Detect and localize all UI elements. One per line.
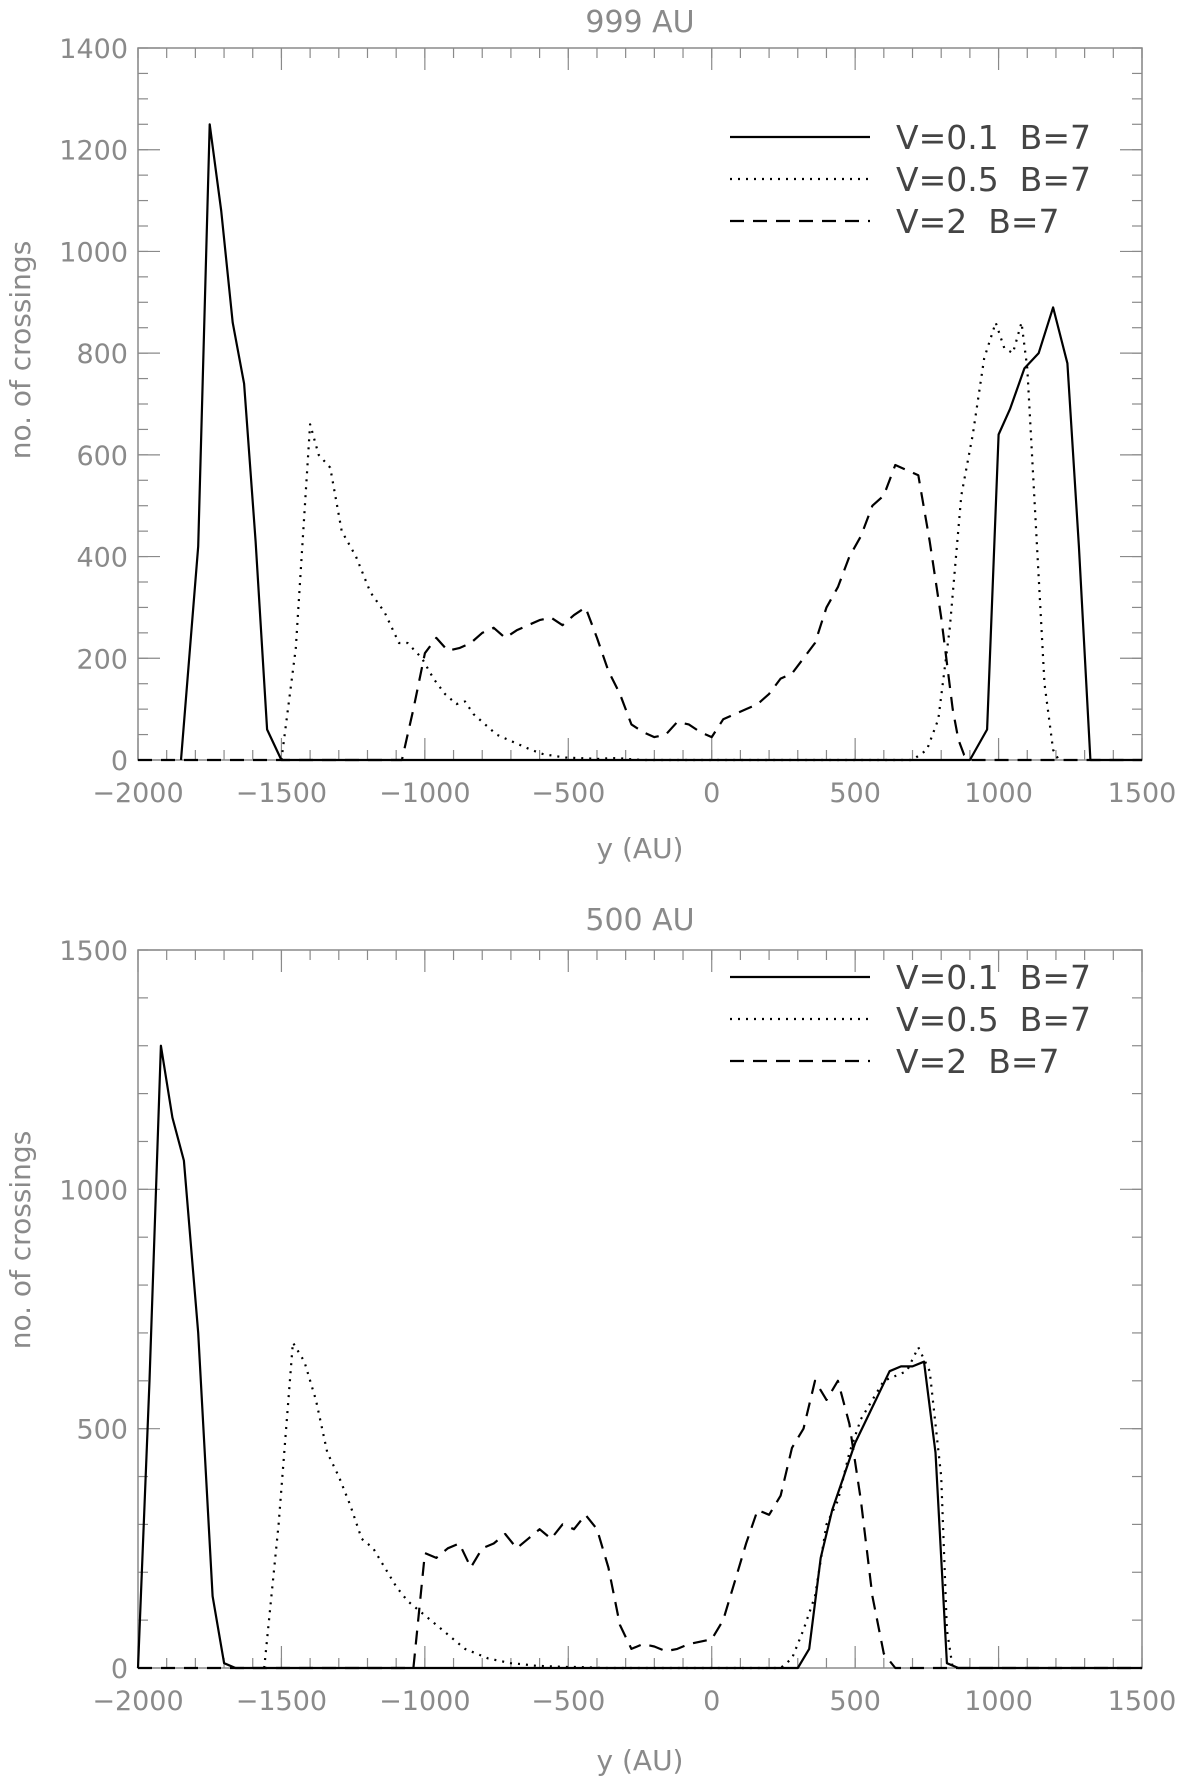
legend-label: V=0.5 B=7 xyxy=(896,1000,1091,1039)
x-tick-label: 1000 xyxy=(964,1686,1033,1717)
x-tick-label: −500 xyxy=(531,1686,605,1717)
series-line-dotted xyxy=(280,321,1060,762)
series-line-dashed xyxy=(138,1379,1142,1670)
y-tick-label: 800 xyxy=(76,339,128,370)
y-tick-label: 500 xyxy=(76,1415,128,1446)
series-line-dotted xyxy=(263,1341,954,1670)
series-line-solid xyxy=(179,123,1142,762)
chart-title: 500 AU xyxy=(585,903,694,938)
x-tick-label: −500 xyxy=(531,778,605,809)
y-axis-label: no. of crossings xyxy=(4,241,37,460)
x-tick-label: −1500 xyxy=(236,778,327,809)
legend-label: V=2 B=7 xyxy=(896,1042,1060,1081)
x-tick-label: −1500 xyxy=(236,1686,327,1717)
y-tick-label: 200 xyxy=(76,644,128,675)
series-line-dashed xyxy=(138,463,1142,762)
y-tick-label: 600 xyxy=(76,441,128,472)
x-tick-label: 0 xyxy=(703,778,720,809)
legend-label: V=0.1 B=7 xyxy=(896,118,1091,157)
series-line-solid xyxy=(136,1044,1142,1670)
legend: V=0.1 B=7V=0.5 B=7V=2 B=7 xyxy=(730,958,1091,1081)
chart-title: 999 AU xyxy=(585,5,694,40)
x-tick-label: 500 xyxy=(829,1686,881,1717)
y-tick-label: 400 xyxy=(76,543,128,574)
y-tick-label: 1200 xyxy=(59,136,128,167)
y-tick-label: 0 xyxy=(111,746,128,777)
legend: V=0.1 B=7V=0.5 B=7V=2 B=7 xyxy=(730,118,1091,241)
legend-label: V=0.5 B=7 xyxy=(896,160,1091,199)
x-tick-label: −2000 xyxy=(92,778,183,809)
x-tick-label: −2000 xyxy=(92,1686,183,1717)
x-tick-label: 1000 xyxy=(964,778,1033,809)
x-tick-label: −1000 xyxy=(379,1686,470,1717)
series-group xyxy=(136,1044,1142,1670)
x-tick-label: 1500 xyxy=(1108,1686,1177,1717)
series-group xyxy=(138,123,1142,762)
x-tick-label: −1000 xyxy=(379,778,470,809)
y-tick-label: 1400 xyxy=(59,34,128,65)
y-tick-label: 1000 xyxy=(59,1175,128,1206)
axis-ticks: 0 500 1000 1500 −2000 −1500 −1000 −500 0 500 1000 1… xyxy=(59,936,1176,1717)
axis-ticks: 0 200 400 600 800 1000 1200 1400 −2000 −1500 −1000… xyxy=(59,34,1176,809)
x-tick-label: 1500 xyxy=(1108,778,1177,809)
chart-500-au: 500 AU no. of crossings y (AU) 0 500 1000 1… xyxy=(4,903,1176,1776)
legend-label: V=2 B=7 xyxy=(896,202,1060,241)
legend-label: V=0.1 B=7 xyxy=(896,958,1091,997)
x-tick-label: 0 xyxy=(703,1686,720,1717)
x-axis-label: y (AU) xyxy=(597,1744,684,1776)
chart-999-au: 999 AU no. of crossings y (AU) 0 200 400 60… xyxy=(4,5,1176,865)
y-tick-label: 1500 xyxy=(59,936,128,967)
y-axis-label: no. of crossings xyxy=(4,1131,37,1350)
x-tick-label: 500 xyxy=(829,778,881,809)
y-tick-label: 1000 xyxy=(59,237,128,268)
x-axis-label: y (AU) xyxy=(597,832,684,865)
y-tick-label: 0 xyxy=(111,1654,128,1685)
